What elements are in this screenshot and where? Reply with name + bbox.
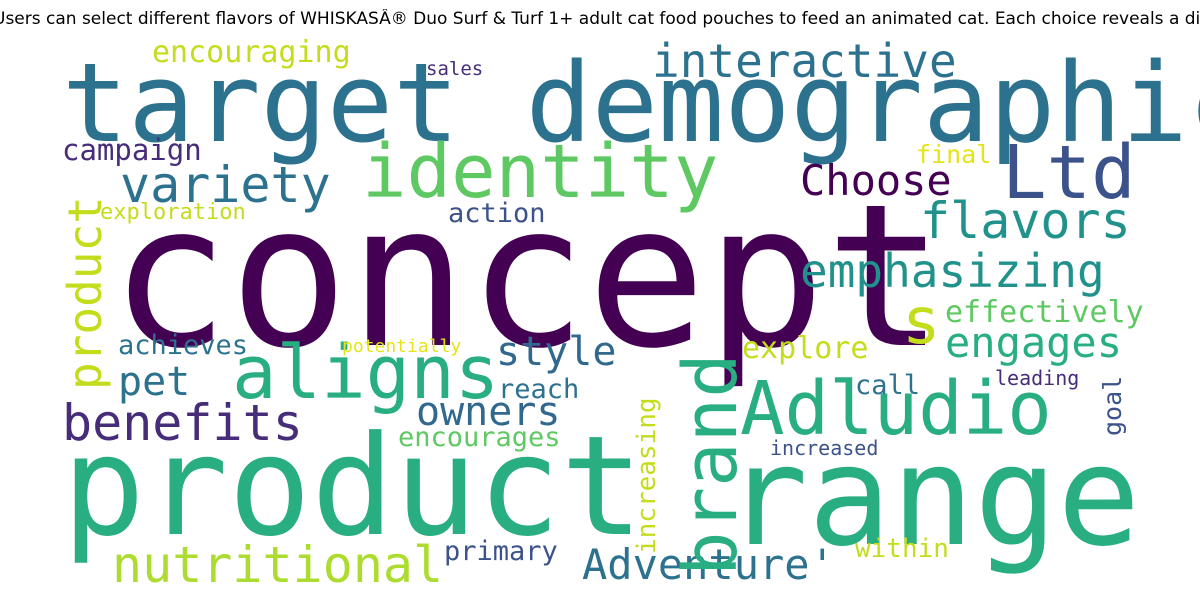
word-reach: reach [498,374,580,405]
word-within: within [855,534,949,564]
word-effectively: effectively [945,295,1144,330]
word-pet: pet [118,359,191,405]
word-variety: variety [120,156,331,214]
word-style: style [496,329,617,375]
word-aligns: aligns [232,330,500,416]
word-final: final [916,140,992,169]
word-call: call [855,370,921,401]
word-range: range [725,416,1141,577]
word-increased: increased [770,436,879,460]
word-owners: owners [416,389,561,435]
word-choose: Choose [800,156,952,205]
word-increasing: increasing [632,397,662,554]
word-flavors: flavors [920,192,1131,250]
word-product: product [62,406,644,567]
word-sales: sales [426,58,484,80]
word-campaign: campaign [62,133,202,167]
word-adludio: Adludio [740,366,1052,452]
word-concept: concept [110,161,945,392]
word-adventure: Adventure' [582,540,835,589]
word-nutritional: nutritional [112,536,444,594]
word-engages: engages [945,318,1123,367]
word-identity: identity [362,129,719,215]
word-s: s [902,285,941,359]
word-encouraging: encouraging [152,35,351,70]
word-primary: primary [444,536,558,567]
word-interactive: interactive [652,34,957,88]
word-achieves: achieves [118,330,249,361]
word-emphasizing: emphasizing [800,244,1105,298]
word-exploration: exploration [100,200,246,225]
word-potentially: potentially [342,336,462,357]
word-benefits: benefits [62,394,303,452]
word-target-demographic: target demographic [62,39,1200,167]
word-encourages: encourages [398,422,561,453]
word-leading: leading [995,366,1080,390]
word-product-vertical: product [58,196,112,390]
word-brand: brand [668,353,754,576]
word-explore: explore [742,331,869,366]
word-ltd: Ltd [1002,130,1136,216]
word-action: action [448,198,546,229]
word-goal: goal [1098,375,1127,436]
word-cloud-title: Users can select different flavors of WH… [0,9,1200,29]
